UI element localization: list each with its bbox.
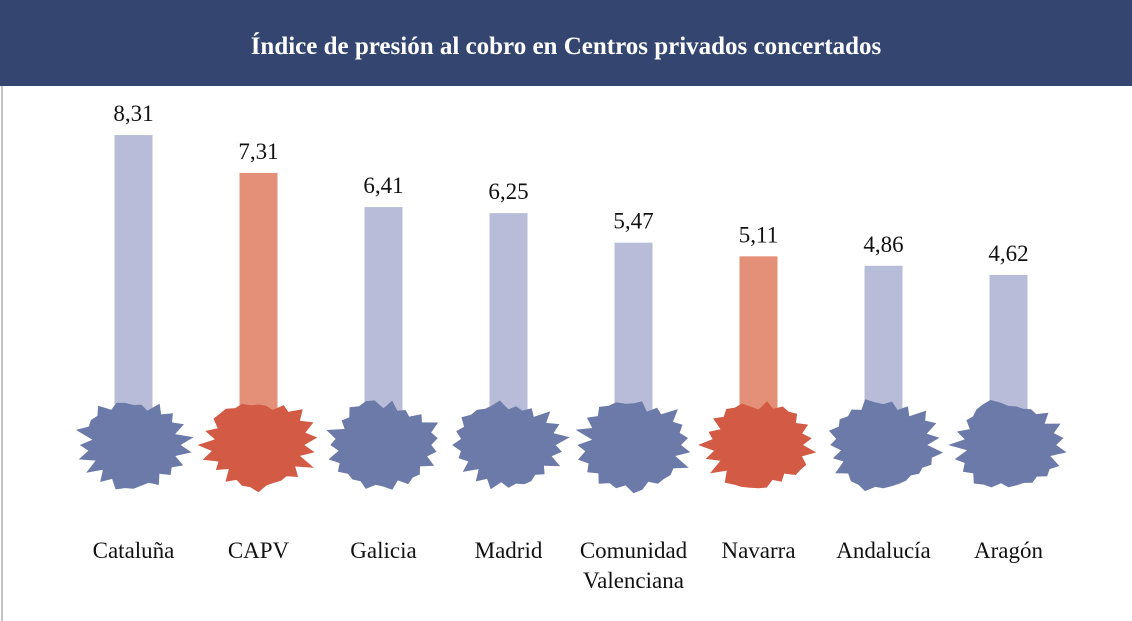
region-shape (197, 403, 318, 493)
region-shape (829, 399, 944, 492)
x-tick-label: CAPV (227, 538, 290, 563)
value-label: 8,31 (113, 101, 153, 126)
x-tick-label: Cataluña (92, 538, 175, 563)
x-tick-label: Comunidad Valenciana (579, 538, 688, 593)
x-tick-label: Madrid (474, 538, 543, 563)
region-shape (326, 400, 439, 490)
x-tick-label: Galicia (350, 538, 417, 563)
region-shape (698, 401, 817, 489)
header (0, 0, 1132, 86)
bar (239, 172, 278, 451)
region-shape (948, 400, 1067, 488)
x-tick-label: Navarra (721, 538, 796, 563)
value-label: 4,86 (863, 232, 903, 257)
value-label: 4,62 (988, 241, 1028, 266)
region-shape (575, 401, 691, 494)
chart-title: Índice de presión al cobro en Centros pr… (251, 32, 882, 60)
region-shape (452, 400, 570, 490)
region-shape (75, 402, 194, 490)
x-tick-label: Andalucía (836, 538, 931, 563)
value-label: 7,31 (238, 139, 278, 164)
value-label: 5,47 (613, 209, 653, 234)
value-label: 5,11 (739, 222, 778, 247)
x-tick-label: Aragón (974, 538, 1043, 563)
value-label: 6,25 (488, 179, 528, 204)
bar (114, 135, 153, 450)
value-label: 6,41 (363, 173, 403, 198)
